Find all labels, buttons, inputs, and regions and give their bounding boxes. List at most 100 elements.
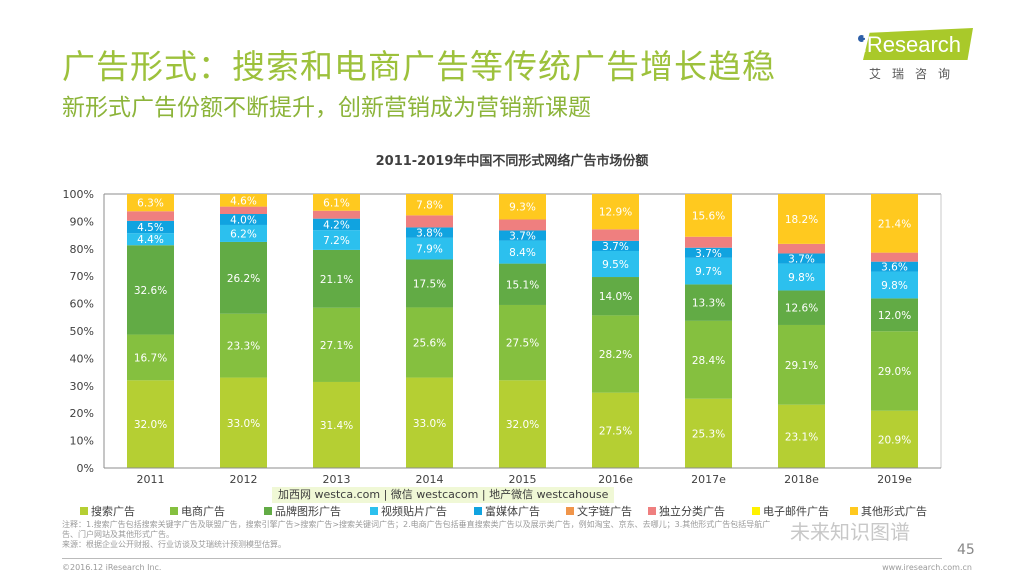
logo-dot-icon	[858, 35, 865, 42]
legend-label: 搜索广告	[91, 505, 135, 518]
data-label: 14.0%	[599, 291, 632, 303]
legend-item-search: 搜索广告	[80, 505, 135, 519]
footer-divider	[62, 558, 942, 559]
bar-segment-classified	[778, 243, 825, 254]
bar-segment-other	[406, 194, 453, 216]
data-label: 15.1%	[506, 279, 539, 291]
bar-segment-brand_display	[685, 284, 732, 321]
bar-segment-rich_media	[871, 261, 918, 272]
bar-segment-rich_media	[220, 214, 267, 225]
data-label: 8.4%	[509, 247, 536, 259]
bar-segment-search	[313, 381, 360, 468]
bar-segment-brand_display	[499, 263, 546, 305]
chart-legend: 搜索广告 电商广告 品牌图形广告 视频贴片广告 富媒体广告 文字链广告 独立分类广告 电子邮件…	[80, 505, 960, 519]
data-label: 3.8%	[416, 228, 443, 240]
source-line: 来源：根据企业公开财报、行业访谈及艾瑞统计预测模型估算。	[62, 540, 286, 549]
data-label: 29.1%	[785, 360, 818, 372]
wechat-watermark: 未来知识图谱	[790, 520, 910, 544]
iresearch-logo: iResearch 艾瑞咨询	[855, 28, 975, 88]
data-label: 6.3%	[137, 198, 164, 210]
bar-segment-video	[871, 271, 918, 299]
legend-label: 富媒体广告	[485, 505, 540, 518]
data-label: 15.6%	[692, 210, 725, 222]
bar-segment-video	[127, 233, 174, 246]
bar-segment-rich_media	[313, 218, 360, 231]
legend-label: 电子邮件广告	[763, 505, 829, 518]
legend-swatch-icon	[80, 507, 88, 515]
data-label: 9.8%	[788, 272, 815, 284]
bar-segment-search	[778, 404, 825, 468]
data-label: 9.8%	[881, 280, 908, 292]
bar-segment-brand_display	[127, 245, 174, 335]
data-label: 23.3%	[227, 341, 260, 353]
data-label: 29.0%	[878, 366, 911, 378]
bar-segment-rich_media	[406, 227, 453, 238]
data-label: 17.5%	[413, 278, 446, 290]
data-label: 32.0%	[506, 419, 539, 431]
data-label: 4.4%	[137, 234, 164, 246]
watermark-overlay: 加西网 westca.com | 微信 westcacom | 地产微信 wes…	[272, 487, 615, 503]
bar-segment-search	[127, 380, 174, 468]
website-link[interactable]: www.iresearch.com.cn	[882, 563, 972, 572]
x-tick-label: 2016e	[598, 473, 633, 486]
bar-segment-classified	[871, 252, 918, 262]
data-label: 9.5%	[602, 259, 629, 271]
data-label: 28.2%	[599, 349, 632, 361]
legend-item-ecommerce: 电商广告	[170, 505, 225, 519]
data-label: 7.8%	[416, 200, 443, 212]
y-tick-label: 100%	[63, 188, 94, 201]
data-label: 4.0%	[230, 214, 257, 226]
data-label: 27.5%	[599, 425, 632, 437]
bar-segment-video	[778, 263, 825, 291]
bar-segment-other	[127, 194, 174, 212]
bar-segment-ecommerce	[778, 324, 825, 405]
bar-segment-other	[871, 194, 918, 253]
bar-segment-ecommerce	[499, 304, 546, 381]
legend-swatch-icon	[566, 507, 574, 515]
logo-text: iResearch	[862, 32, 962, 57]
data-label: 16.7%	[134, 352, 167, 364]
bar-segment-video	[313, 230, 360, 250]
bar-segment-rich_media	[592, 240, 639, 251]
y-tick-label: 60%	[70, 298, 94, 311]
bar-segment-other	[499, 194, 546, 220]
bar-segment-brand_display	[406, 259, 453, 308]
bar-segment-video	[406, 237, 453, 260]
bar-segment-video	[685, 257, 732, 285]
bar-segment-video	[592, 250, 639, 278]
bar-segment-ecommerce	[313, 307, 360, 382]
data-label: 9.3%	[509, 202, 536, 214]
bar-segment-brand_display	[778, 290, 825, 325]
y-tick-label: 40%	[70, 352, 94, 365]
legend-swatch-icon	[170, 507, 178, 515]
bar-segment-classified	[220, 206, 267, 215]
bar-segment-video	[499, 240, 546, 264]
bar-segment-classified	[592, 229, 639, 241]
legend-item-text_link: 文字链广告	[566, 505, 632, 519]
bar-segment-other	[685, 194, 732, 237]
data-label: 23.1%	[785, 431, 818, 443]
data-label: 9.7%	[695, 266, 722, 278]
legend-label: 其他形式广告	[861, 505, 927, 518]
data-label: 4.5%	[137, 222, 164, 234]
logo-cn: 艾瑞咨询	[869, 67, 962, 81]
legend-item-rich_media: 富媒体广告	[474, 505, 540, 519]
data-label: 3.7%	[788, 254, 815, 266]
data-label: 21.4%	[878, 218, 911, 230]
data-label: 33.0%	[413, 418, 446, 430]
bar-segment-other	[592, 194, 639, 230]
page-subtitle: 新形式广告份额不断提升，创新营销成为营销新课题	[62, 95, 591, 121]
chart-title: 2011-2019年中国不同形式网络广告市场份额	[375, 154, 649, 169]
data-label: 20.9%	[878, 434, 911, 446]
x-tick-label: 2014	[416, 473, 444, 486]
bar-segment-other	[778, 194, 825, 244]
data-label: 28.4%	[692, 355, 725, 367]
copyright: ©2016.12 iResearch Inc.	[62, 563, 162, 572]
data-label: 18.2%	[785, 214, 818, 226]
legend-label: 电商广告	[181, 505, 225, 518]
x-tick-label: 2012	[230, 473, 258, 486]
legend-item-video: 视频贴片广告	[370, 505, 447, 519]
bar-segment-ecommerce	[220, 313, 267, 378]
page-number: 45	[957, 542, 975, 558]
y-tick-label: 10%	[70, 435, 94, 448]
